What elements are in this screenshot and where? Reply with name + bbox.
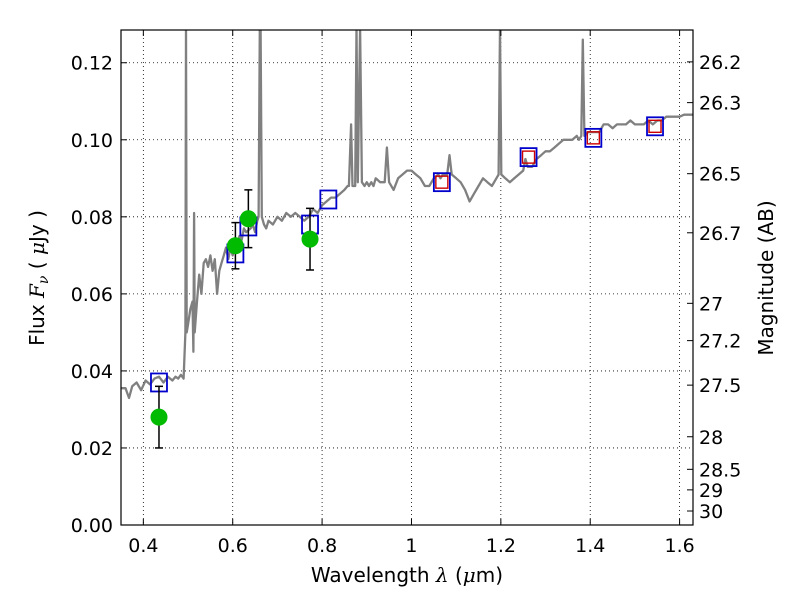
y-tick-label: 0.08 <box>71 207 113 229</box>
observed-point <box>239 210 257 228</box>
y2-tick-label: 29 <box>699 480 723 502</box>
y2-tick-label: 28 <box>699 427 723 449</box>
x-tick-label: 0.8 <box>307 535 337 557</box>
observed-photometry <box>150 189 319 449</box>
y2-tick-label: 27.2 <box>699 331 741 353</box>
x-tick-label: 1.6 <box>664 535 694 557</box>
y-tick-label: 0.10 <box>71 130 113 152</box>
y-tick-labels: 0.00 0.02 0.04 0.06 0.08 0.10 0.12 <box>71 53 113 537</box>
model-point-box <box>432 172 451 193</box>
model-point-box <box>584 127 603 148</box>
y-tick-label: 0.12 <box>71 53 113 75</box>
y-tick-label: 0.06 <box>71 284 113 306</box>
x-tick-label: 1.4 <box>575 535 605 557</box>
y-axis-title: Flux Fν ( μJy ) <box>25 210 52 346</box>
observed-point <box>301 230 319 248</box>
plot-area <box>121 30 693 449</box>
y-tick-label: 0.02 <box>71 438 113 460</box>
x-axis-title: Wavelength λ (μm) <box>311 563 503 587</box>
model-point-box <box>646 116 664 137</box>
y2-tick-label: 28.5 <box>699 459 741 481</box>
x-tick-label: 0.4 <box>128 535 158 557</box>
y2-axis-title: Magnitude (AB) <box>754 200 778 355</box>
model-point-box <box>519 147 538 168</box>
y-tick-label: 0.04 <box>71 361 113 383</box>
y2-tick-label: 26.3 <box>699 93 741 115</box>
template-spectrum-line <box>121 30 693 400</box>
y2-tick-label: 26.2 <box>699 52 741 74</box>
y2-tick-label: 30 <box>699 501 723 523</box>
x-tick-label: 1 <box>405 535 417 557</box>
model-point-marker <box>435 175 449 189</box>
y2-tick-label: 26.5 <box>699 164 741 186</box>
plot-frame <box>120 29 694 526</box>
y2-tick-label: 26.7 <box>699 223 741 245</box>
model-photometry <box>150 116 664 393</box>
model-point-marker <box>586 131 601 145</box>
observed-point <box>150 408 168 426</box>
y2-tick-label: 27 <box>699 293 723 315</box>
y2-tick-label: 27.5 <box>699 375 741 397</box>
x-tick-label: 1.2 <box>486 535 516 557</box>
x-tick-labels: 0.4 0.6 0.8 1 1.2 1.4 1.6 <box>128 535 694 557</box>
x-tick-label: 0.6 <box>218 535 248 557</box>
y-tick-label: 0.00 <box>71 515 113 537</box>
model-point-marker <box>648 119 662 134</box>
model-point-box <box>319 189 338 210</box>
model-point-marker <box>521 150 536 164</box>
observed-point <box>226 237 244 255</box>
